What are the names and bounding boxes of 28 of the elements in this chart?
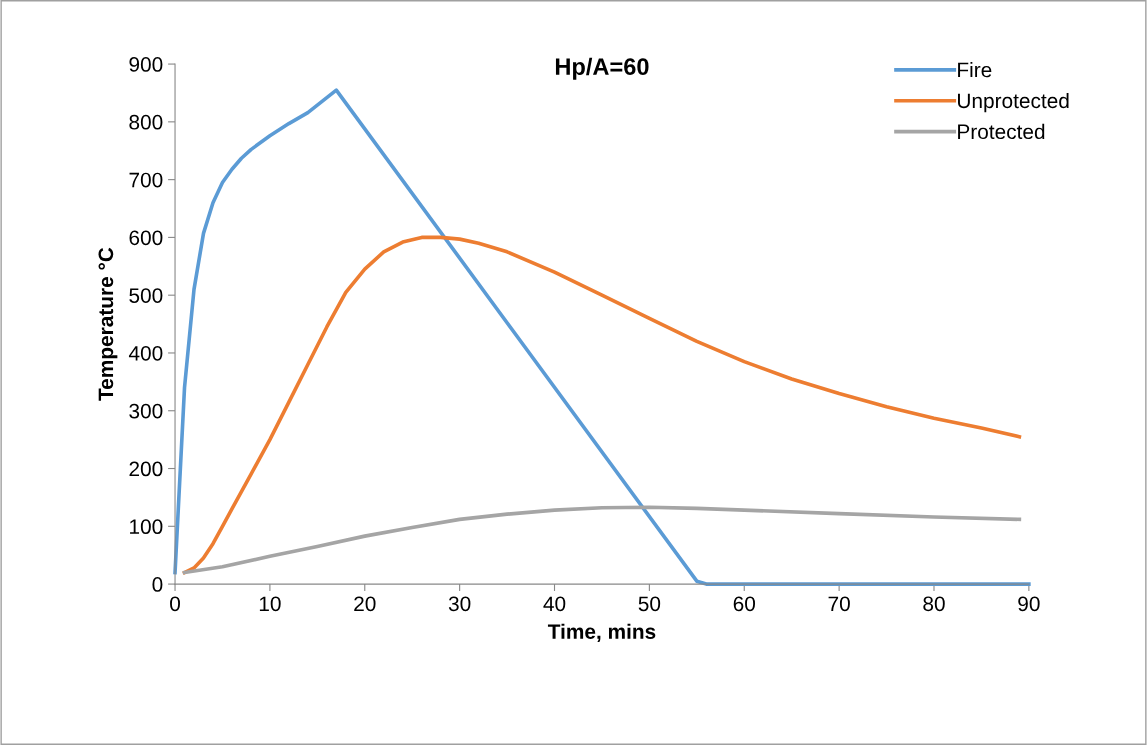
y-axis-title: Temperature °C: [98, 247, 118, 401]
line-series: [182, 505, 1022, 575]
y-tick-label: 300: [129, 403, 163, 419]
line-series: [182, 235, 1022, 575]
x-tick-label: 40: [543, 596, 566, 612]
x-tick-label: 20: [354, 596, 376, 612]
y-tick-label: 600: [129, 230, 163, 246]
x-tick-label: 30: [448, 596, 471, 612]
y-tick-label: 800: [129, 114, 163, 130]
x-tick-label: 80: [923, 596, 945, 612]
x-tick-label: 70: [828, 596, 850, 612]
y-tick-label: 700: [129, 172, 163, 188]
legend-label: Unprotected: [958, 92, 1069, 113]
x-tick-label: 10: [259, 596, 281, 612]
y-tick-label: 400: [128, 345, 163, 361]
y-tick-label: 500: [129, 288, 163, 303]
legend-label: Fire: [958, 62, 992, 78]
x-tick-label: 60: [733, 596, 756, 612]
y-tick-label: 0: [152, 577, 163, 592]
y-tick-label: 200: [129, 461, 163, 477]
x-axis-title: Time, mins: [547, 623, 656, 642]
x-tick-label: 90: [1018, 596, 1040, 612]
y-tick-label: 100: [130, 519, 163, 535]
y-tick-label: 900: [129, 57, 163, 72]
legend-label: Protected: [958, 123, 1045, 140]
x-tick-label: 50: [638, 596, 661, 612]
chart-title: Hp/A=60: [555, 57, 649, 80]
x-tick-label: 0: [170, 596, 181, 612]
